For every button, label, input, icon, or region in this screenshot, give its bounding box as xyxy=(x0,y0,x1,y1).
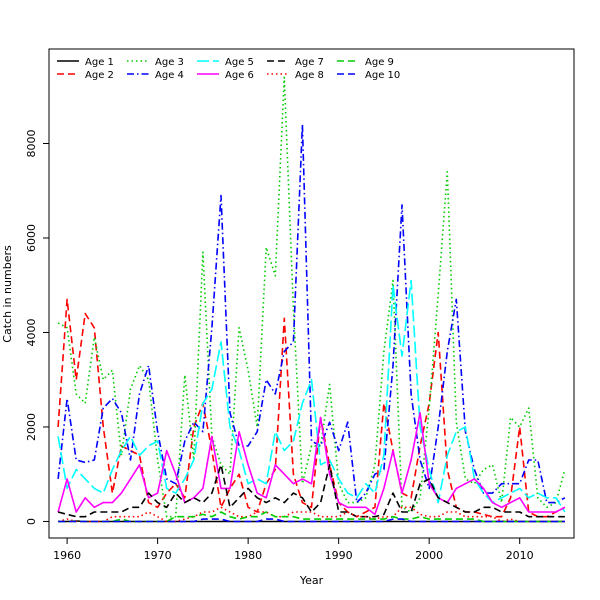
x-axis-label: Year xyxy=(299,574,324,587)
series-line-age-5 xyxy=(57,279,566,513)
series-line-age-3 xyxy=(57,76,566,518)
series-line-age-10 xyxy=(58,518,565,523)
y-tick-label: 6000 xyxy=(25,224,38,252)
x-tick-label: 2000 xyxy=(415,549,443,562)
x-tick-label: 1960 xyxy=(53,549,81,562)
legend-entry: Age 1 xyxy=(85,57,114,68)
series-line-age-2 xyxy=(57,298,566,518)
legend-entry: Age 6 xyxy=(225,70,254,81)
series-line-age-8 xyxy=(57,506,565,523)
series-line-age-7 xyxy=(57,463,565,518)
legend-entry: Age 10 xyxy=(365,70,400,81)
x-tick-label: 2010 xyxy=(506,549,534,562)
y-axis-label: Catch in numbers xyxy=(1,245,14,343)
y-tick-label: 2000 xyxy=(25,413,38,441)
y-tick-label: 4000 xyxy=(25,318,38,346)
legend-entry: Age 5 xyxy=(225,57,254,68)
x-tick-label: 1990 xyxy=(325,549,353,562)
legend-entry: Age 9 xyxy=(365,57,394,68)
legend-entry: Age 8 xyxy=(295,70,324,81)
plot-frame xyxy=(48,48,575,539)
x-tick-label: 1970 xyxy=(144,549,172,562)
legend-entry: Age 2 xyxy=(85,70,114,81)
y-tick-label: 0 xyxy=(25,518,38,525)
legend-entry: Age 3 xyxy=(155,57,184,68)
legend-entry: Age 4 xyxy=(155,70,184,81)
legend: Age 1 Age 2 Age 3 Age 4 Age 5 Age 6 Age 7 Age 8… xyxy=(57,57,400,81)
series-line-age-6 xyxy=(57,411,566,516)
x-tick-label: 1980 xyxy=(234,549,262,562)
legend-entry: Age 7 xyxy=(295,57,324,68)
y-tick-label: 8000 xyxy=(25,129,38,157)
